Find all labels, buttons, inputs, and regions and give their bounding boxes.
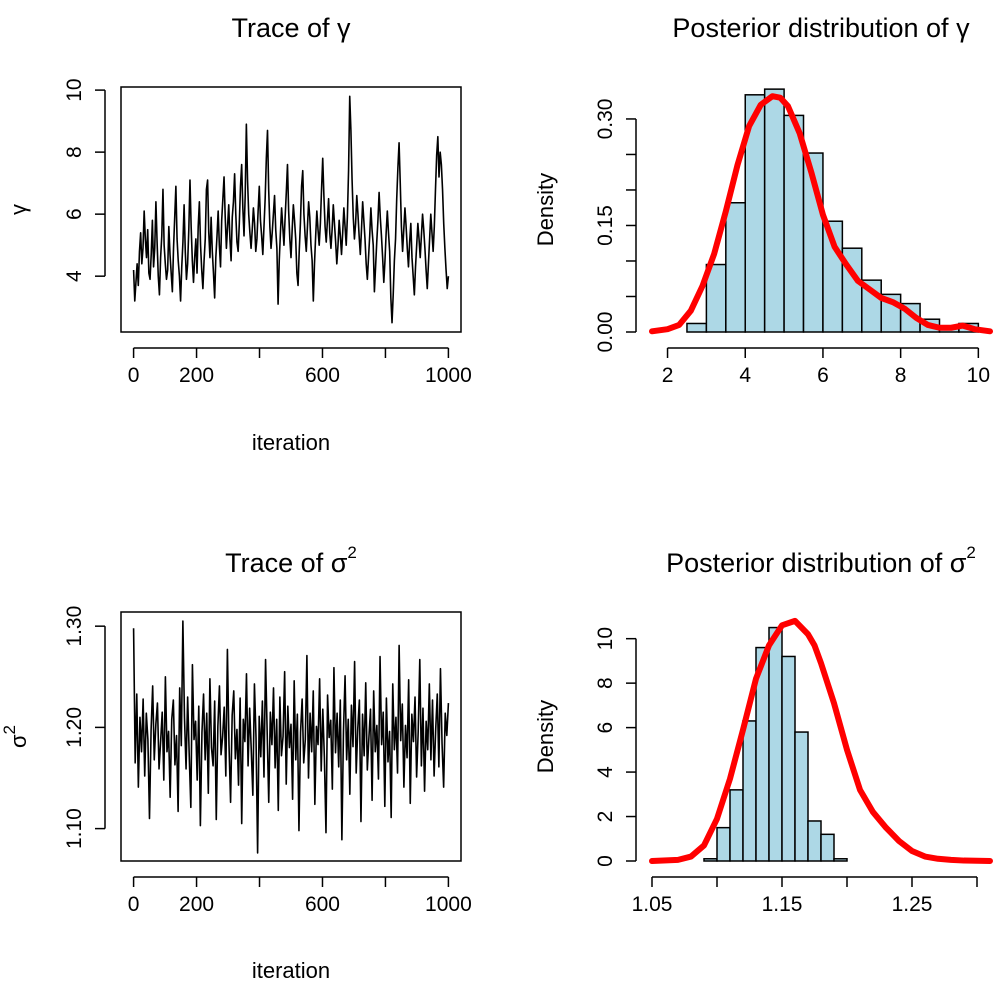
y-tick-label: 0.30 <box>594 99 617 140</box>
y-tick-label: 10 <box>594 627 617 650</box>
plot-frame <box>120 86 462 333</box>
trace-line <box>132 620 450 854</box>
x-tick-label: 600 <box>305 364 340 387</box>
y-tick-label: 0.00 <box>594 312 617 353</box>
x-tick-label: 0 <box>128 364 140 387</box>
y-tick-label: 6 <box>594 722 617 734</box>
y-tick-label: 0 <box>594 855 617 867</box>
histogram-bar <box>794 731 809 862</box>
density-curve <box>649 93 993 335</box>
x-tick-label: 1000 <box>425 364 472 387</box>
x-axis-label: iteration <box>252 958 330 983</box>
y-axis-label: σ2 <box>0 725 31 748</box>
y-axis-label: γ <box>6 204 31 215</box>
chart-title: Trace of σ2 <box>225 543 357 578</box>
histogram-bar <box>729 789 744 862</box>
y-tick-label: 1.30 <box>63 606 86 647</box>
histogram-bar <box>833 858 848 862</box>
x-tick-label: 6 <box>817 364 829 387</box>
y-tick-label: 8 <box>63 146 86 158</box>
histogram-bar <box>725 202 746 333</box>
chart-title: Trace of γ <box>231 13 351 43</box>
histogram-bar <box>686 322 708 333</box>
panel-trace-gamma: Trace of γ 0 200 600 1000 iteration 4 6 8 10 γ <box>6 13 472 455</box>
x-tick-label: 4 <box>739 364 751 387</box>
y-tick-label: 0.15 <box>594 205 617 246</box>
histogram-bar <box>820 833 835 862</box>
histogram-bar <box>768 626 783 862</box>
histogram-bar <box>703 858 718 862</box>
x-tick-label: 600 <box>305 893 340 916</box>
x-tick-label: 200 <box>179 364 214 387</box>
trace-line <box>132 95 450 324</box>
x-tick-label: 0 <box>128 893 140 916</box>
x-tick-label: 2 <box>662 364 674 387</box>
panel-trace-sigma2: Trace of σ2 0 200 600 1000 iteration 1.10 1.20 1… <box>0 543 472 983</box>
y-tick-label: 6 <box>63 208 86 220</box>
x-tick-label: 1.25 <box>892 893 933 916</box>
plot-frame <box>120 611 462 862</box>
x-tick-label: 1.05 <box>632 893 673 916</box>
histogram-bar <box>783 114 805 333</box>
y-tick-label: 4 <box>594 766 617 778</box>
x-tick-label: 200 <box>179 893 214 916</box>
histogram-bar <box>763 88 785 333</box>
y-axis-label: Density <box>533 173 558 246</box>
density-curve <box>649 617 993 864</box>
y-tick-label: 10 <box>63 78 86 101</box>
y-tick-label: 2 <box>594 811 617 823</box>
panel-posterior-gamma: Posterior distribution of γ 2 4 6 8 10 0.00 0.1… <box>533 13 993 387</box>
x-tick-label: 8 <box>895 364 907 387</box>
chart-title: Posterior distribution of γ <box>672 13 970 43</box>
y-tick-label: 4 <box>63 270 86 282</box>
panel-posterior-sigma2: Posterior distribution of σ2 1.05 1.15 1.25… <box>533 543 993 916</box>
histogram-bar <box>716 826 731 862</box>
histogram-bar <box>781 655 796 862</box>
histogram-bar <box>742 720 757 862</box>
y-tick-label: 1.20 <box>63 707 86 748</box>
y-tick-label: 1.10 <box>63 808 86 849</box>
x-tick-label: 1.15 <box>762 893 803 916</box>
x-tick-label: 1000 <box>425 893 472 916</box>
chart-title: Posterior distribution of σ2 <box>666 543 976 578</box>
x-tick-label: 10 <box>967 364 990 387</box>
y-axis-label: Density <box>533 700 558 773</box>
histogram-bar <box>807 820 822 862</box>
y-tick-label: 8 <box>594 677 617 689</box>
x-axis-label: iteration <box>252 430 330 455</box>
